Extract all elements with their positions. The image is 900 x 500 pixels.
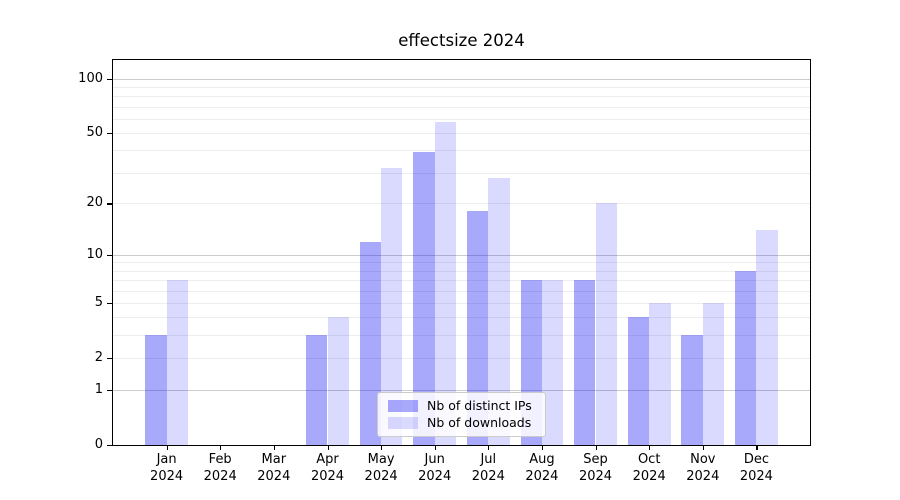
chart-title: effectsize 2024 [113, 31, 810, 50]
y-tick-label-2: 2 [41, 349, 103, 367]
y-tick-label-1: 1 [41, 381, 103, 399]
y-tick-1 [107, 390, 112, 391]
y-tick-label-0: 0 [41, 436, 103, 454]
legend-item-distinct-ips: Nb of distinct IPs [378, 397, 545, 414]
bar-apr-ips [306, 335, 327, 445]
legend-swatch-distinct-ips [388, 400, 418, 412]
bar-oct-downloads [649, 303, 670, 445]
legend-swatch-downloads [388, 417, 418, 429]
legend-label-distinct-ips: Nb of distinct IPs [427, 398, 532, 413]
bar-nov-downloads [703, 303, 724, 445]
x-tick-oct [649, 445, 650, 450]
gridline-60 [113, 119, 810, 120]
y-tick-10 [107, 255, 112, 256]
bar-sep-downloads [596, 203, 617, 445]
bar-apr-downloads [328, 317, 349, 445]
gridline-8 [113, 271, 810, 272]
y-tick-label-10: 10 [41, 246, 103, 264]
plot-area: 0125102050100 Jan 2024Feb 2024Mar 2024Ap… [112, 59, 811, 446]
y-tick-0 [107, 445, 112, 446]
x-tick-jan [167, 445, 168, 450]
chart-figure: effectsize 2024 0125102050100 Jan 2024Fe… [0, 0, 900, 500]
y-tick-label-20: 20 [41, 194, 103, 212]
bar-oct-ips [628, 317, 649, 445]
y-tick-label-100: 100 [41, 70, 103, 88]
legend-label-downloads: Nb of downloads [427, 415, 531, 430]
y-tick-2 [107, 358, 112, 359]
x-tick-mar [274, 445, 275, 450]
x-tick-feb [220, 445, 221, 450]
legend: Nb of distinct IPs Nb of downloads [377, 392, 546, 437]
gridline-70 [113, 107, 810, 108]
bar-jan-downloads [167, 280, 188, 445]
gridline-10 [113, 255, 810, 256]
gridline-7 [113, 280, 810, 281]
gridline-20 [113, 203, 810, 204]
gridline-90 [113, 87, 810, 88]
gridline-9 [113, 262, 810, 263]
y-tick-20 [107, 203, 112, 204]
y-tick-5 [107, 303, 112, 304]
gridline-30 [113, 173, 810, 174]
x-tick-label-dec: Dec 2024 [721, 452, 791, 485]
gridline-80 [113, 96, 810, 97]
y-tick-50 [107, 133, 112, 134]
x-tick-jul [488, 445, 489, 450]
y-tick-label-50: 50 [41, 124, 103, 142]
x-tick-apr [328, 445, 329, 450]
x-tick-jun [435, 445, 436, 450]
legend-item-downloads: Nb of downloads [378, 414, 545, 431]
bar-sep-ips [574, 280, 595, 445]
x-tick-sep [596, 445, 597, 450]
x-tick-nov [703, 445, 704, 450]
bar-dec-ips [735, 271, 756, 445]
y-tick-100 [107, 79, 112, 80]
x-tick-may [381, 445, 382, 450]
x-tick-dec [756, 445, 757, 450]
bar-jan-ips [145, 335, 166, 445]
bar-dec-downloads [756, 230, 777, 445]
gridline-6 [113, 291, 810, 292]
gridline-40 [113, 150, 810, 151]
gridline-100 [113, 79, 810, 80]
y-tick-label-5: 5 [41, 294, 103, 312]
x-tick-aug [542, 445, 543, 450]
gridline-50 [113, 133, 810, 134]
bar-nov-ips [681, 335, 702, 445]
